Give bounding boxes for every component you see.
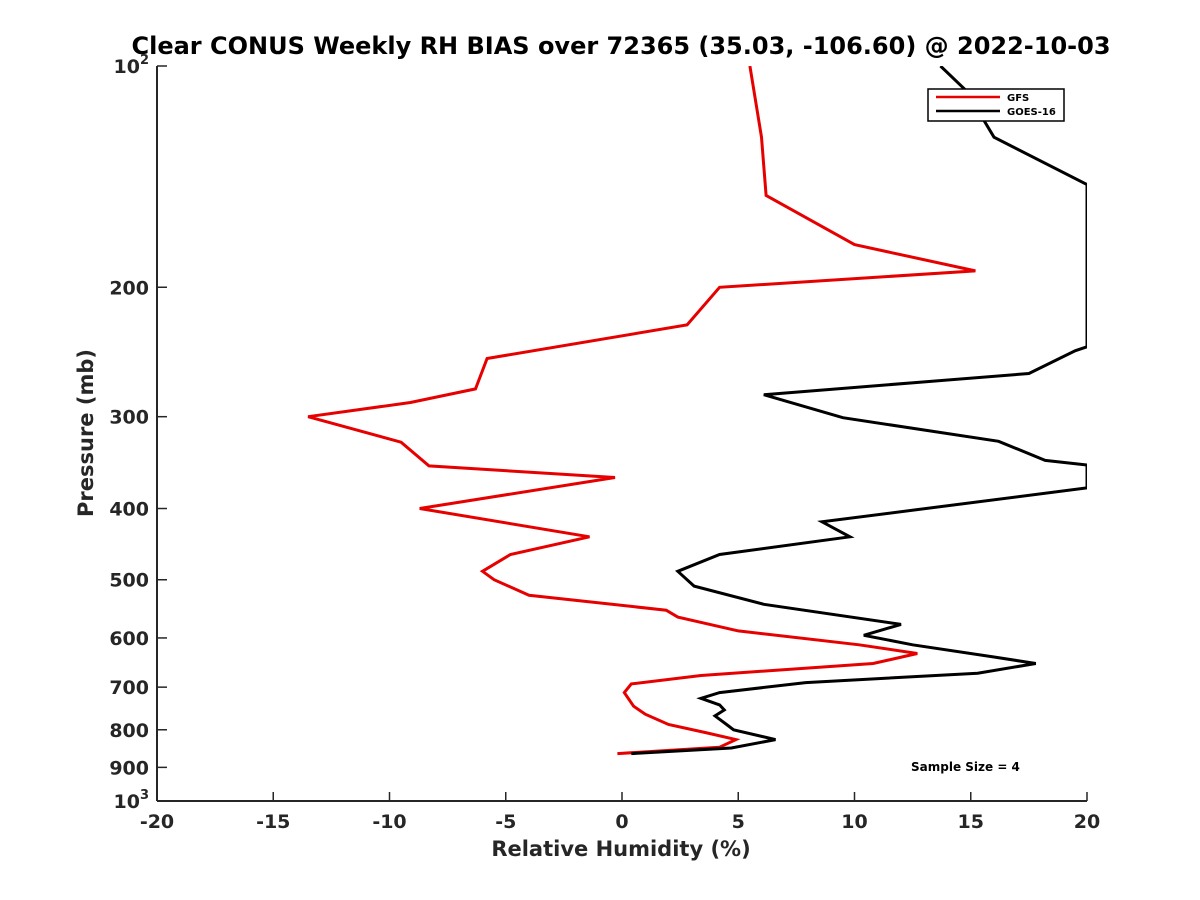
- legend-label-goes16: GOES-16: [1007, 107, 1056, 118]
- series-layer: [307, 66, 1087, 756]
- y-tick-label: 102: [114, 53, 150, 78]
- y-tick-label: 200: [109, 277, 149, 299]
- legend-box: [927, 88, 1065, 122]
- x-tick-label: -15: [256, 811, 290, 833]
- series-line-goes16: [631, 66, 1087, 756]
- x-tick-label: 20: [1074, 811, 1100, 833]
- x-tick-label: 15: [958, 811, 984, 833]
- x-axis-label: Relative Humidity (%): [491, 837, 750, 861]
- series-line-gfs: [307, 66, 976, 756]
- y-axis-label: Pressure (mb): [74, 349, 98, 517]
- x-tick-label: 5: [732, 811, 745, 833]
- x-tick-label: 0: [615, 811, 628, 833]
- y-tick-label: 600: [109, 628, 149, 650]
- chart-title: Clear CONUS Weekly RH BIAS over 72365 (3…: [131, 32, 1110, 60]
- y-tick-label: 103: [114, 788, 150, 813]
- y-tick-label: 400: [109, 499, 149, 521]
- legend: GFS GOES-16: [927, 88, 1065, 122]
- y-tick-label: 300: [109, 407, 149, 429]
- y-tick-label: 800: [109, 720, 149, 742]
- legend-label-gfs: GFS: [1007, 93, 1029, 104]
- x-tick-label: 10: [841, 811, 867, 833]
- axes-layer: -20 -15 -10 -5 0 5 10 15 20 102 200 300 400 500 600 700…: [109, 53, 1100, 833]
- y-tick-label: 500: [109, 570, 149, 592]
- x-tick-label: -20: [140, 811, 174, 833]
- y-tick-label: 700: [109, 677, 149, 699]
- sample-size-annotation: Sample Size = 4: [911, 760, 1020, 774]
- x-tick-label: -10: [372, 811, 406, 833]
- y-tick-label: 900: [109, 757, 149, 779]
- x-tick-label: -5: [495, 811, 516, 833]
